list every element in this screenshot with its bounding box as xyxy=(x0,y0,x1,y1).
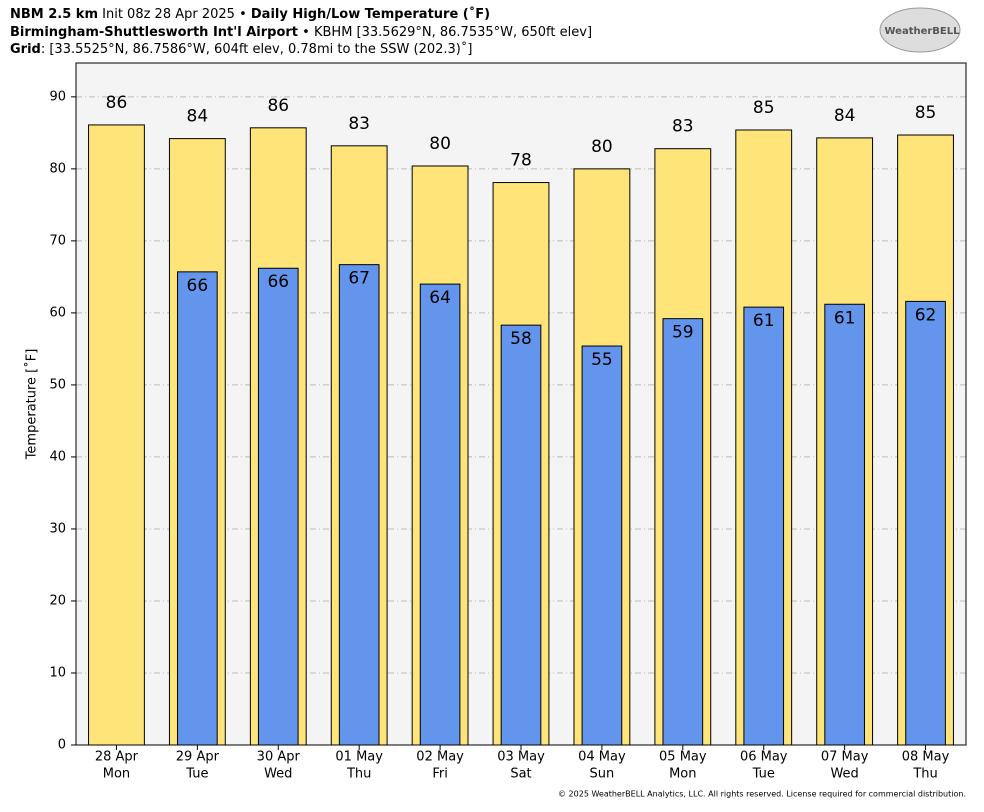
x-tick-day: Tue xyxy=(185,767,208,782)
title-part: NBM 2.5 km xyxy=(10,7,98,22)
x-tick-day: Sun xyxy=(590,767,615,782)
x-tick-day: Mon xyxy=(669,767,696,782)
value-label: 84 xyxy=(187,107,209,127)
x-tick-day: Wed xyxy=(264,767,292,782)
value-label: 64 xyxy=(429,288,451,308)
x-tick-label: 06 May xyxy=(740,750,788,765)
y-axis-label: Temperature [˚F] xyxy=(24,349,40,461)
y-tick-label: 40 xyxy=(49,449,66,464)
grid-part: Grid xyxy=(10,42,41,57)
grid-part: : [33.5525°N, 86.7586°W, 604ft elev, 0.7… xyxy=(41,41,473,57)
y-tick-label: 60 xyxy=(49,305,66,320)
y-tick-label: 30 xyxy=(49,521,66,536)
value-label: 78 xyxy=(510,151,532,171)
x-tick-label: 03 May xyxy=(497,750,545,765)
x-tick-day: Thu xyxy=(912,767,937,782)
value-label: 66 xyxy=(187,276,209,296)
subtitle-part: KBHM [33.5629°N, 86.7535°W, 650ft elev] xyxy=(314,25,592,40)
value-label: 86 xyxy=(267,96,289,116)
x-tick-day: Mon xyxy=(103,767,130,782)
x-tick-day: Fri xyxy=(432,767,448,782)
x-tick-label: 01 May xyxy=(335,750,383,765)
y-tick-label: 20 xyxy=(49,593,66,608)
subtitle-part: Birmingham-Shuttlesworth Int'l Airport xyxy=(10,25,298,40)
value-label: 67 xyxy=(348,269,370,289)
value-label: 85 xyxy=(915,103,937,123)
x-tick-day: Thu xyxy=(346,767,371,782)
subtitle-part: • xyxy=(302,25,310,40)
bar xyxy=(177,271,218,746)
value-label: 80 xyxy=(591,137,613,157)
value-label: 84 xyxy=(834,106,856,126)
value-label: 61 xyxy=(753,311,775,331)
y-tick-label: 10 xyxy=(49,665,66,680)
y-tick-label: 50 xyxy=(49,377,66,392)
y-tick-label: 70 xyxy=(49,233,66,248)
x-tick-label: 08 May xyxy=(902,750,950,765)
value-label: 83 xyxy=(348,114,370,134)
value-label: 66 xyxy=(267,272,289,292)
x-tick-day: Wed xyxy=(830,767,858,782)
x-tick-label: 28 Apr xyxy=(95,750,139,765)
x-tick-day: Tue xyxy=(752,767,775,782)
value-label: 59 xyxy=(672,323,694,343)
bar xyxy=(905,300,946,746)
bar xyxy=(581,345,623,746)
value-label: 86 xyxy=(106,93,128,113)
title-part: Daily High/Low Temperature (˚F) xyxy=(251,6,490,22)
x-tick-day: Sat xyxy=(510,767,531,782)
value-label: 58 xyxy=(510,329,532,349)
grid-info: Grid: [33.5525°N, 86.7586°W, 604ft elev,… xyxy=(10,41,472,57)
bar xyxy=(662,318,704,746)
x-tick-label: 02 May xyxy=(416,750,464,765)
value-label: 83 xyxy=(672,117,694,137)
y-tick-label: 90 xyxy=(49,89,66,104)
x-tick-label: 05 May xyxy=(659,750,707,765)
value-label: 55 xyxy=(591,350,613,370)
x-tick-label: 29 Apr xyxy=(176,750,220,765)
bar xyxy=(257,267,299,746)
bar xyxy=(419,283,461,746)
x-tick-label: 30 Apr xyxy=(257,750,301,765)
bar xyxy=(88,124,145,746)
value-label: 85 xyxy=(753,98,775,118)
y-tick-label: 0 xyxy=(58,738,66,753)
value-label: 62 xyxy=(915,305,937,325)
logo-shape xyxy=(879,7,961,53)
chart-subtitle: Birmingham-Shuttlesworth Int'l Airport •… xyxy=(10,25,592,40)
bar xyxy=(743,306,785,746)
chart-title: NBM 2.5 km Init 08z 28 Apr 2025 • Daily … xyxy=(10,6,490,22)
bar xyxy=(824,303,865,746)
x-tick-label: 04 May xyxy=(578,750,626,765)
value-label: 80 xyxy=(429,134,451,154)
bar xyxy=(500,324,542,746)
x-tick-label: 07 May xyxy=(821,750,869,765)
title-part: • xyxy=(239,7,247,22)
bar xyxy=(338,264,380,746)
logo: WeatherBELL xyxy=(884,26,960,37)
footer: © 2025 WeatherBELL Analytics, LLC. All r… xyxy=(558,790,966,799)
y-tick-label: 80 xyxy=(49,161,66,176)
value-label: 61 xyxy=(834,308,856,328)
title-part: Init 08z 28 Apr 2025 xyxy=(102,7,235,22)
plot-frame xyxy=(75,62,967,746)
